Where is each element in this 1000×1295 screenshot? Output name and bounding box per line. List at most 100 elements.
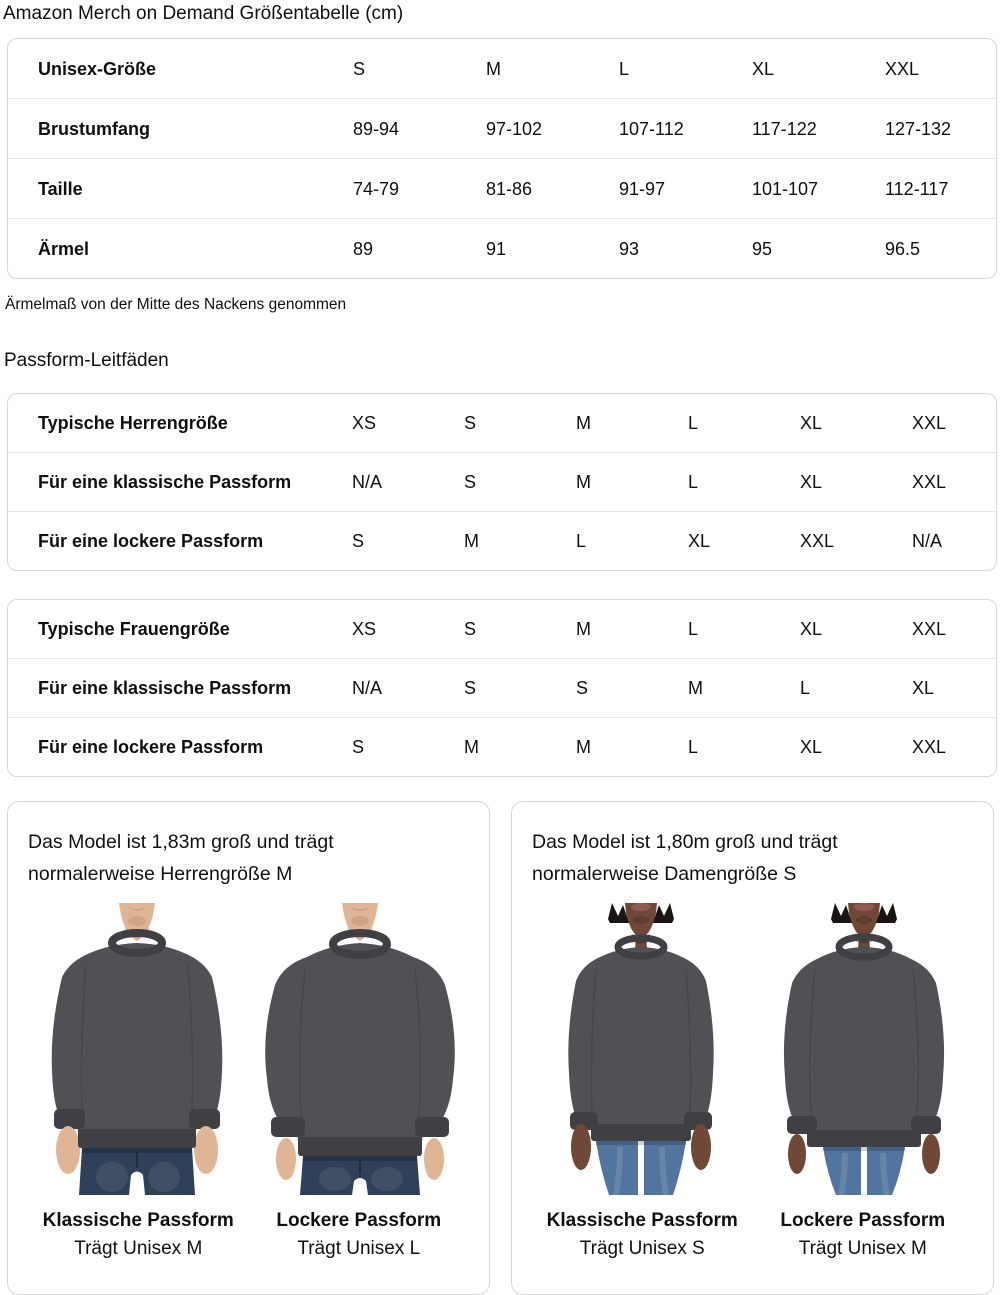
left-hand — [56, 1126, 80, 1174]
table-cell: 95 — [752, 238, 773, 259]
right-hand — [691, 1124, 711, 1170]
size-label: Trägt Unisex L — [297, 1238, 421, 1259]
row-label: Für eine lockere Passform — [38, 737, 264, 757]
hem-band — [298, 1137, 422, 1156]
column-header: M — [486, 58, 501, 79]
sweatshirt-left-sleeve — [783, 959, 821, 1123]
right-hand — [424, 1138, 444, 1180]
model-intro-text: Das Model ist 1,83m groß und trägt norma… — [28, 831, 334, 885]
column-header: S — [353, 58, 366, 79]
table-cell: XXL — [912, 619, 947, 639]
female-classic-figure-icon — [568, 903, 714, 1195]
male-model-card: Das Model ist 1,83m groß und trägt norma… — [7, 801, 490, 1295]
table-cell: 127-132 — [885, 118, 952, 139]
hem-band — [78, 1129, 196, 1148]
column-header: XL — [752, 58, 775, 79]
table-cell: N/A — [352, 678, 383, 698]
table-cell: 81-86 — [486, 178, 533, 199]
table-cell: N/A — [352, 472, 383, 492]
photo-caption: Lockere Passform Trägt Unisex L — [249, 1208, 470, 1264]
row-label: Typische Frauengröße — [38, 619, 230, 639]
table-row: Ärmel 89 91 93 95 96.5 — [8, 218, 996, 278]
photos-row — [532, 903, 973, 1195]
table-cell: 112-117 — [885, 178, 949, 199]
table-cell: XL — [800, 619, 823, 639]
table-cell: S — [464, 472, 477, 492]
lips — [854, 903, 874, 911]
sweatshirt-right-sleeve — [907, 959, 945, 1123]
table-cell: L — [688, 737, 699, 757]
left-cuff — [271, 1117, 305, 1137]
table-cell: L — [688, 472, 699, 492]
table-row: Taille 74-79 81-86 91-97 101-107 112-117 — [8, 158, 996, 218]
jeans-left-leg — [823, 1147, 861, 1195]
captions-row: Klassische Passform Trägt Unisex M Locke… — [28, 1208, 469, 1264]
row-label: Ärmel — [38, 238, 90, 259]
page-title: Amazon Merch on Demand Größentabelle (cm… — [3, 3, 404, 24]
photo-caption: Klassische Passform Trägt Unisex S — [532, 1208, 753, 1264]
face-neck — [625, 903, 657, 949]
table-cell: L — [688, 413, 699, 433]
table-cell: L — [800, 678, 811, 698]
table-cell: 101-107 — [752, 178, 819, 199]
row-label: Taille — [38, 178, 83, 199]
sweatshirt-torso — [75, 943, 199, 1135]
table-row: Für eine lockere Passform S M L XL XXL N… — [8, 511, 996, 570]
female-model-card: Das Model ist 1,80m groß und trägt norma… — [511, 801, 994, 1295]
table-row: Typische Frauengröße XS S M L XL XXL — [8, 600, 996, 658]
model-intro-text: Das Model ist 1,80m groß und trägt norma… — [532, 831, 838, 885]
right-cuff — [911, 1116, 941, 1134]
female-model-loose-fit-photo — [759, 903, 969, 1195]
table-row: Brustumfang 89-94 97-102 107-112 117-122… — [8, 98, 996, 158]
table-cell: XS — [352, 619, 377, 639]
male-model-loose-fit-photo — [255, 903, 465, 1195]
table-row: Für eine lockere Passform S M M L XL XXL — [8, 717, 996, 776]
table-cell: 107-112 — [619, 118, 684, 139]
mouth — [349, 906, 371, 911]
left-cuff — [570, 1112, 598, 1130]
table-cell: XS — [352, 413, 377, 433]
column-header: XXL — [885, 58, 920, 79]
male-model-classic-fit-photo — [32, 903, 242, 1195]
table-cell: 89-94 — [353, 118, 400, 139]
table-cell: M — [576, 619, 591, 639]
table-cell: 89 — [353, 238, 374, 259]
jeans-left-leg — [596, 1141, 638, 1195]
column-header: L — [619, 58, 630, 79]
sweatshirt-torso — [586, 947, 696, 1129]
table-cell: XL — [800, 737, 823, 757]
size-label: Trägt Unisex M — [74, 1238, 203, 1259]
lips — [631, 903, 651, 911]
right-cuff — [189, 1109, 220, 1129]
male-classic-figure-icon — [51, 903, 223, 1195]
table-cell: 91-97 — [619, 178, 666, 199]
table-cell: S — [352, 531, 365, 551]
sweatshirt-torso — [294, 943, 426, 1143]
table-row: Unisex-Größe S M L XL XXL — [8, 39, 996, 98]
table-cell: XXL — [912, 472, 947, 492]
sweatshirt-left-sleeve — [51, 953, 90, 1117]
fit-label: Lockere Passform — [780, 1210, 946, 1231]
size-label: Trägt Unisex M — [798, 1238, 927, 1259]
table-cell: XXL — [912, 413, 947, 433]
photo-caption: Klassische Passform Trägt Unisex M — [28, 1208, 249, 1264]
table-row: Für eine klassische Passform N/A S S M L… — [8, 658, 996, 717]
table-cell: S — [576, 678, 589, 698]
table-cell: S — [464, 678, 477, 698]
row-label: Typische Herrengröße — [38, 413, 228, 433]
right-cuff — [415, 1117, 449, 1137]
table-cell: L — [688, 619, 699, 639]
table-cell: M — [688, 678, 703, 698]
table-cell: S — [464, 413, 477, 433]
unisex-size-table: Unisex-Größe S M L XL XXL Brustumfang 89… — [7, 38, 997, 279]
table-cell: 97-102 — [486, 118, 543, 139]
female-model-classic-fit-photo — [536, 903, 746, 1195]
captions-row: Klassische Passform Trägt Unisex S Locke… — [532, 1208, 973, 1264]
table-cell: 93 — [619, 238, 640, 259]
table-cell: 74-79 — [353, 178, 400, 199]
table-cell: M — [464, 531, 479, 551]
table-cell: M — [576, 472, 591, 492]
table-cell: 96.5 — [885, 238, 921, 259]
row-label: Unisex-Größe — [38, 58, 157, 79]
fit-label: Klassische Passform — [546, 1210, 738, 1231]
